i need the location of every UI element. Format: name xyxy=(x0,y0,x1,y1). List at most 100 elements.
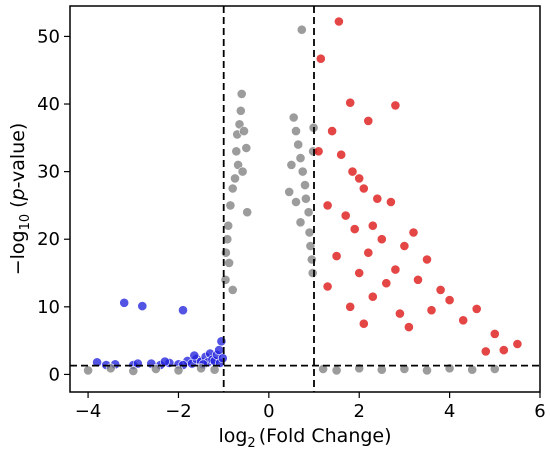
up-point xyxy=(435,284,446,295)
up-point xyxy=(331,251,342,261)
up-point xyxy=(345,97,356,108)
ns-point xyxy=(83,365,93,376)
up-point xyxy=(385,197,396,207)
ns-point xyxy=(296,24,307,35)
ns-point xyxy=(303,207,314,218)
y-tick-label: 10 xyxy=(37,297,60,318)
up-point xyxy=(489,328,500,339)
up-point xyxy=(315,53,326,64)
ns-point xyxy=(223,220,234,231)
ns-point xyxy=(242,207,253,218)
up-point xyxy=(358,183,369,194)
up-point xyxy=(444,295,455,305)
up-point xyxy=(408,227,419,238)
x-tick-label: −2 xyxy=(165,401,192,422)
ns-point xyxy=(225,200,236,211)
y-tick-label: 50 xyxy=(37,26,60,47)
x-tick-label: −4 xyxy=(75,401,102,422)
y-tick-label: 20 xyxy=(37,229,60,250)
up-point xyxy=(403,322,414,332)
ns-point xyxy=(300,180,310,190)
ns-point xyxy=(286,159,297,170)
up-point xyxy=(512,339,523,349)
ns-point xyxy=(295,153,306,163)
up-point xyxy=(381,278,392,289)
y-tick-label: 0 xyxy=(49,364,60,385)
up-point xyxy=(413,274,423,285)
x-tick-label: 0 xyxy=(263,401,274,422)
up-point xyxy=(322,281,333,292)
up-point xyxy=(376,234,387,245)
ns-point xyxy=(306,254,317,265)
threshold-lines xyxy=(70,6,540,392)
ns-point xyxy=(241,143,252,153)
up-point xyxy=(322,200,333,211)
ns-point xyxy=(305,241,316,251)
x-tick-label: 2 xyxy=(354,401,365,422)
y-axis-ticks: 0 10 20 30 40 50 xyxy=(37,26,70,385)
ns-point xyxy=(173,365,184,376)
up-point xyxy=(347,166,358,177)
ns-point xyxy=(291,126,301,137)
ns-point xyxy=(293,139,304,150)
up-point xyxy=(480,346,491,357)
ns-point xyxy=(220,247,231,258)
up-point xyxy=(426,305,437,316)
up-point xyxy=(327,126,337,137)
down-point xyxy=(214,345,224,355)
up-point xyxy=(313,146,324,157)
up-point xyxy=(363,116,374,126)
downregulated-points xyxy=(92,297,228,370)
not-significant-points xyxy=(83,24,500,376)
ns-point xyxy=(220,274,231,285)
ns-point xyxy=(236,89,247,99)
y-tick-label: 30 xyxy=(37,162,60,183)
down-point xyxy=(119,297,130,308)
up-point xyxy=(336,149,347,160)
ns-point xyxy=(489,364,500,374)
up-point xyxy=(422,254,432,265)
up-point xyxy=(367,220,378,231)
ns-point xyxy=(237,166,248,177)
ns-point xyxy=(399,364,410,374)
ns-point xyxy=(288,112,299,123)
down-point xyxy=(216,336,227,347)
ns-point xyxy=(318,364,328,374)
up-point xyxy=(345,301,356,312)
ns-point xyxy=(307,268,318,278)
ns-point xyxy=(227,284,238,295)
x-axis-ticks: −4 −2 0 2 4 6 xyxy=(75,392,546,422)
up-point xyxy=(498,345,509,355)
ns-point xyxy=(331,365,342,376)
ns-point xyxy=(297,166,308,177)
ns-point xyxy=(227,183,238,194)
down-point xyxy=(189,350,200,361)
ns-point xyxy=(231,146,242,157)
ns-point xyxy=(291,197,301,207)
x-tick-label: 6 xyxy=(534,401,545,422)
down-point xyxy=(217,353,228,364)
up-point xyxy=(349,224,360,234)
ns-point xyxy=(422,365,432,376)
x-axis-label: log2 (Fold Change) xyxy=(218,425,391,451)
up-point xyxy=(354,268,365,278)
ns-point xyxy=(300,193,311,204)
ns-point xyxy=(222,234,233,245)
up-point xyxy=(394,308,405,319)
up-point xyxy=(354,173,365,184)
up-point xyxy=(367,291,378,302)
x-tick-label: 4 xyxy=(444,401,455,422)
ns-point xyxy=(304,227,315,238)
up-point xyxy=(390,264,401,275)
up-point xyxy=(399,241,410,251)
down-point xyxy=(137,301,148,311)
ns-point xyxy=(235,105,246,116)
up-point xyxy=(333,16,344,27)
ns-point xyxy=(234,119,245,130)
y-tick-label: 40 xyxy=(37,94,60,115)
up-point xyxy=(372,193,383,204)
ns-point xyxy=(224,257,234,268)
ns-point xyxy=(230,173,240,184)
down-point xyxy=(92,357,102,368)
